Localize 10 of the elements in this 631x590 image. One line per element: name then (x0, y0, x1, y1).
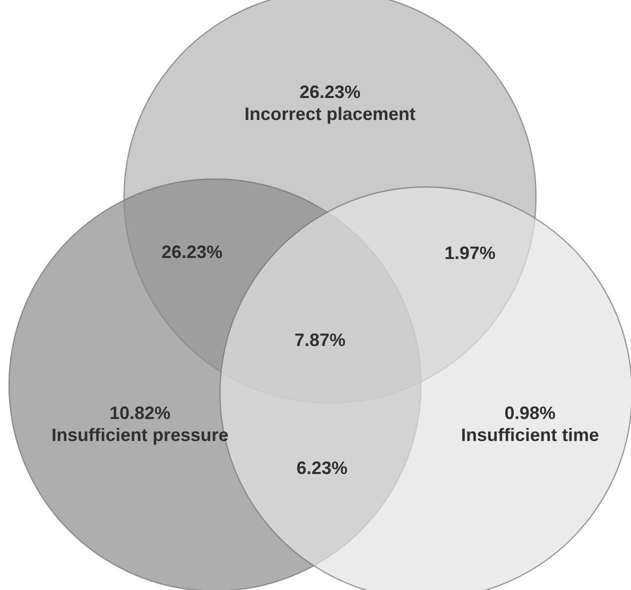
data-label: 10.82% (109, 403, 171, 423)
data-label: 0.98% (504, 403, 556, 423)
text: 7.87% (294, 330, 346, 350)
category-label: Insufficient time (460, 425, 600, 445)
text: 6.23% (296, 458, 348, 478)
text: 26.23% (161, 242, 223, 262)
category-label: Insufficient pressure (51, 425, 229, 445)
category-label: Incorrect placement (244, 104, 416, 124)
text: 1.97% (444, 243, 496, 263)
data-label: 26.23% (299, 82, 361, 102)
